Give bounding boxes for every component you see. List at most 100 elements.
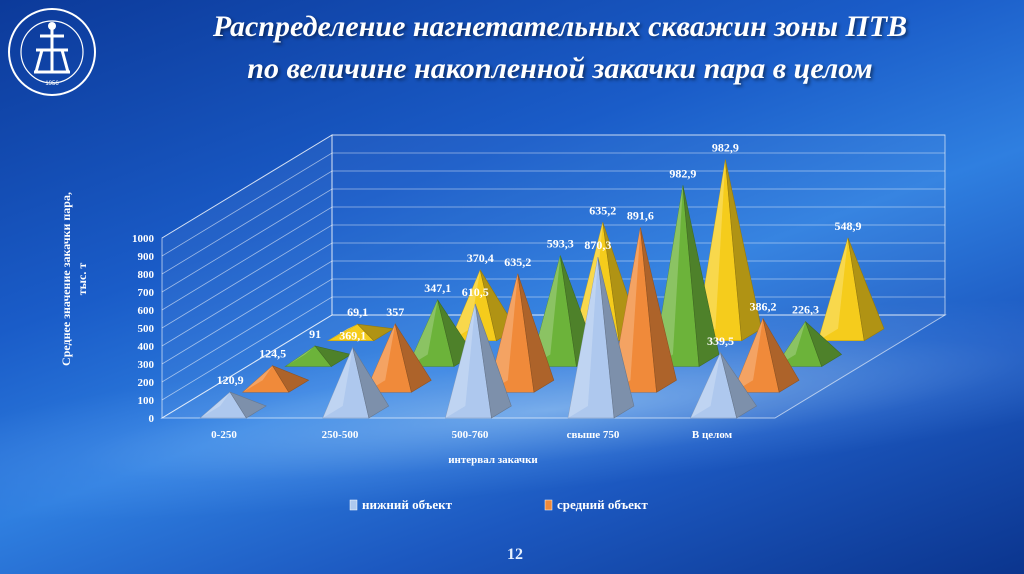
- pyramid-face-side: [597, 257, 635, 419]
- legend-label: нижний объект: [362, 497, 453, 512]
- chart-marks: 69,1 370,4 635,2 982,9 548,9 91 347,1 593,3 982,…: [199, 141, 885, 419]
- y-tick-label: 1000: [132, 233, 155, 245]
- pyramid-face-side: [762, 318, 800, 393]
- pyramid-face-side: [720, 352, 757, 419]
- pyramid-face-side: [682, 185, 720, 368]
- pyramid-face-left: [818, 237, 848, 341]
- pyramid-face-left: [200, 392, 231, 418]
- pyramid-bar: 69,1: [326, 305, 395, 342]
- pyramid-bar: 548,9: [817, 219, 885, 342]
- pyramid-bar: 91: [284, 327, 352, 367]
- gridline: [161, 134, 945, 239]
- data-label: 982,9: [669, 166, 696, 180]
- pyramid-bar: 120,9: [199, 373, 267, 419]
- pyramid-bar: 226,3: [775, 303, 843, 367]
- pyramid-face-side: [394, 323, 432, 393]
- y-tick-label: 900: [138, 251, 155, 263]
- chart-legend: нижний объект средний объект: [349, 497, 648, 512]
- pyramid-face-left: [322, 347, 353, 418]
- y-tick-label: 200: [138, 377, 155, 389]
- y-axis-label-line-1: Среднее значение закачки пара,: [59, 192, 73, 366]
- data-label: 982,9: [712, 141, 739, 155]
- pyramid-bar: 386,2: [732, 300, 800, 393]
- x-tick-label: свыше 750: [567, 429, 620, 441]
- y-tick-label: 800: [138, 269, 155, 281]
- y-tick-label: 400: [138, 341, 155, 353]
- pyramid-bar: 891,6: [610, 209, 677, 393]
- pyramid-face-side: [314, 345, 352, 367]
- x-axis-label: интервал закачки: [448, 454, 538, 466]
- data-label: 891,6: [627, 209, 654, 223]
- pyramid-bar: 339,5: [690, 334, 757, 419]
- pyramid-face-left: [445, 303, 476, 418]
- data-label: 593,3: [547, 237, 574, 251]
- pyramid-face-left: [450, 269, 481, 341]
- pyramid-bar: 369,1: [322, 328, 390, 419]
- pyramid-face-side: [475, 303, 512, 419]
- pyramid-bar: 357: [364, 305, 432, 393]
- x-tick-label: 500-760: [452, 429, 489, 441]
- data-label: 370,4: [467, 251, 494, 265]
- pyramid-face-side: [640, 227, 677, 393]
- pyramid-face-left: [610, 227, 641, 393]
- pyramid-face-left: [407, 299, 438, 367]
- y-tick-label: 100: [138, 395, 155, 407]
- page-number: 12: [507, 546, 523, 563]
- pyramid-face-side: [847, 237, 885, 342]
- y-tick-label: 500: [138, 323, 155, 335]
- pyramid-face-side: [805, 321, 843, 367]
- pyramid-face-side: [229, 391, 267, 419]
- data-label: 226,3: [792, 303, 819, 317]
- pyramid-face-side: [517, 273, 555, 393]
- data-label: 124,5: [259, 347, 286, 361]
- pyramid-face-left: [690, 352, 721, 418]
- data-label: 548,9: [835, 219, 862, 233]
- x-tick-label: В целом: [692, 429, 733, 441]
- x-tick-label: 250-500: [322, 429, 359, 441]
- y-axis-ticks: 0 100 200 300 400 500 600 700 800 900 1000: [132, 233, 155, 425]
- y-tick-label: 0: [149, 413, 155, 425]
- y-tick-label: 300: [138, 359, 155, 371]
- data-label: 610,5: [462, 285, 489, 299]
- pyramid-face-left: [365, 323, 396, 393]
- data-label: 69,1: [347, 305, 368, 319]
- logo-year: 1956: [45, 81, 59, 87]
- slide-title-line-2: по величине накопленной закачки пара в ц…: [247, 52, 873, 85]
- x-axis-ticks: 0-250 250-500 500-760 свыше 750 В целом: [211, 429, 732, 441]
- gridline: [161, 206, 945, 311]
- pyramid-face-left: [733, 318, 763, 393]
- pyramid-face-side: [356, 323, 395, 342]
- pyramid-bar: 124,5: [242, 347, 310, 393]
- data-label: 369,1: [339, 328, 366, 342]
- y-axis-label-line-2: тыс. т: [75, 263, 89, 296]
- data-label: 120,9: [217, 373, 244, 387]
- pyramid-face-side: [271, 365, 310, 393]
- data-label: 339,5: [707, 334, 734, 348]
- y-tick-label: 700: [138, 287, 155, 299]
- pyramid-bar: 870,3: [567, 238, 635, 419]
- gridline: [161, 152, 945, 257]
- y-tick-label: 600: [138, 305, 155, 317]
- pyramid-bar: 610,5: [445, 285, 512, 419]
- legend-label: средний объект: [557, 497, 648, 512]
- data-label: 357: [386, 305, 404, 319]
- data-label: 91: [309, 327, 321, 341]
- gridline: [161, 188, 945, 293]
- legend-swatch: [544, 499, 553, 511]
- legend-swatch: [349, 499, 358, 511]
- slide-title-line-1: Распределение нагнетательных скважин зон…: [212, 10, 908, 43]
- university-logo: 1956: [8, 8, 96, 96]
- data-label: 347,1: [424, 281, 451, 295]
- data-label: 635,2: [504, 255, 531, 269]
- pyramid-face-left: [568, 257, 598, 418]
- data-label: 386,2: [750, 300, 777, 314]
- data-label: 870,3: [584, 238, 611, 252]
- pyramid-face-side: [352, 347, 390, 419]
- pyramid-face-side: [725, 159, 762, 342]
- gridline: [161, 224, 945, 329]
- pyramid-face-left: [285, 346, 316, 367]
- data-label: 635,2: [589, 203, 616, 217]
- gridline: [161, 170, 945, 275]
- x-tick-label: 0-250: [211, 429, 237, 441]
